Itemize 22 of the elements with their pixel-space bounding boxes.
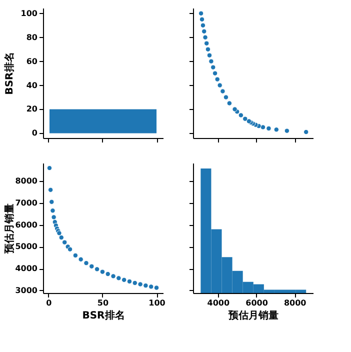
y-tick-label: 0 [32,128,38,138]
y-tick-label: 40 [26,80,38,90]
y-tick-label: 7000 [15,198,38,208]
y-tick-label: 100 [20,8,38,18]
x-tick-label: 100 [148,298,166,308]
x-axis-title: BSR排名 [82,310,125,322]
y-tick-label: 80 [26,32,38,42]
y-tick-label: 6000 [15,220,38,230]
x-tick-label: 8000 [284,298,307,308]
y-tick-label: 3000 [15,286,38,295]
y-tick-label: 60 [26,56,38,66]
y-axis-title: BSR排名 [4,52,16,95]
y-tick-label: 4000 [15,264,38,274]
x-tick-label: 4000 [207,298,230,308]
y-axis-title: 预估月销量 [4,204,16,254]
y-tick-label: 5000 [15,242,38,252]
x-tick-label: 50 [97,298,109,308]
y-tick-label: 8000 [15,176,38,186]
x-tick-label: 0 [46,298,52,308]
x-axis-title: 预估月销量 [228,310,278,322]
y-tick-label: 20 [26,104,38,114]
x-tick-label: 6000 [246,298,268,308]
